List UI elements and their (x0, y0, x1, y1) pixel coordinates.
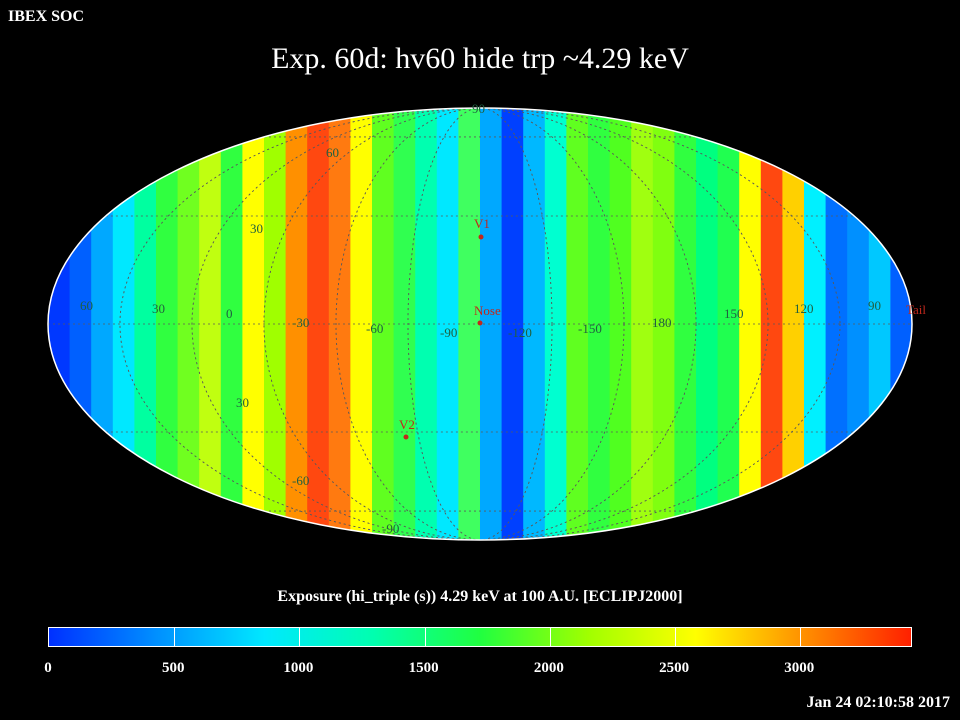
colorbar-tick-label: 3000 (784, 660, 815, 676)
exposure-strip (739, 108, 762, 540)
lon-label-minus30: -30 (292, 315, 309, 330)
graticule (48, 108, 912, 540)
lat-label-30-south: 30 (236, 395, 249, 410)
exposure-strip (436, 108, 459, 540)
colorbar-title: Exposure (hi_triple (s)) 4.29 keV at 100… (277, 588, 683, 605)
lon-label-60: 60 (80, 298, 93, 313)
colorbar-tick-label: 1500 (408, 660, 439, 676)
colorbar-tick (675, 628, 677, 646)
colorbar-tick-label: 2500 (659, 660, 690, 676)
nose-marker (477, 320, 483, 326)
lat-label-minus60: -60 (292, 473, 309, 488)
longitude-labels: 60 30 0 -30 -60 -90 -120 -150 180 150 12… (80, 298, 881, 340)
direction-markers: V1 Nose V2 Tail (399, 216, 926, 440)
v2-marker (403, 434, 409, 440)
lat-label-minus90: -90 (382, 521, 399, 536)
v1-marker (478, 234, 484, 240)
exposure-strip (264, 108, 287, 540)
lon-label-150: 150 (724, 306, 744, 321)
lon-label-0: 0 (226, 306, 233, 321)
lat-label-90: 90 (472, 101, 485, 116)
v2-label: V2 (399, 417, 415, 432)
lon-label-minus90: -90 (440, 325, 457, 340)
latitude-labels: 90 60 30 30 -60 -90 (236, 101, 485, 536)
lon-label-minus120: -120 (508, 325, 532, 340)
lon-label-minus150: -150 (578, 321, 602, 336)
lat-label-30-north: 30 (250, 221, 263, 236)
colorbar-tick-label: 500 (161, 660, 185, 676)
colorbar-tick-label: 2000 (533, 660, 564, 676)
colorbar-tick (800, 628, 802, 646)
header-label: IBEX SOC (8, 8, 85, 25)
lon-label-120: 120 (794, 301, 814, 316)
meridian-line (263, 108, 697, 540)
colorbar-tick (174, 628, 176, 646)
colorbar-tick (424, 628, 426, 646)
lon-label-180: 180 (652, 315, 672, 330)
map-title: Exp. 60d: hv60 hide trp ~4.29 keV (271, 42, 689, 75)
timestamp: Jan 24 02:10:58 2017 (806, 694, 950, 711)
lon-label-30: 30 (152, 301, 165, 316)
exposure-strip (199, 108, 222, 540)
exposure-strip (804, 108, 827, 540)
colorbar (48, 627, 912, 647)
colorbar-tick-label: 1000 (283, 660, 314, 676)
v1-label: V1 (474, 216, 490, 231)
nose-label: Nose (474, 303, 501, 318)
map-outline (47, 107, 913, 541)
colorbar-tick (549, 628, 551, 646)
lon-label-minus60: -60 (366, 321, 383, 336)
lat-label-60: 60 (326, 145, 339, 160)
colorbar-tick-label: 0 (44, 660, 52, 676)
colorbar-tick (299, 628, 301, 646)
lon-label-90: 90 (868, 298, 881, 313)
tail-label: Tail (906, 302, 926, 317)
